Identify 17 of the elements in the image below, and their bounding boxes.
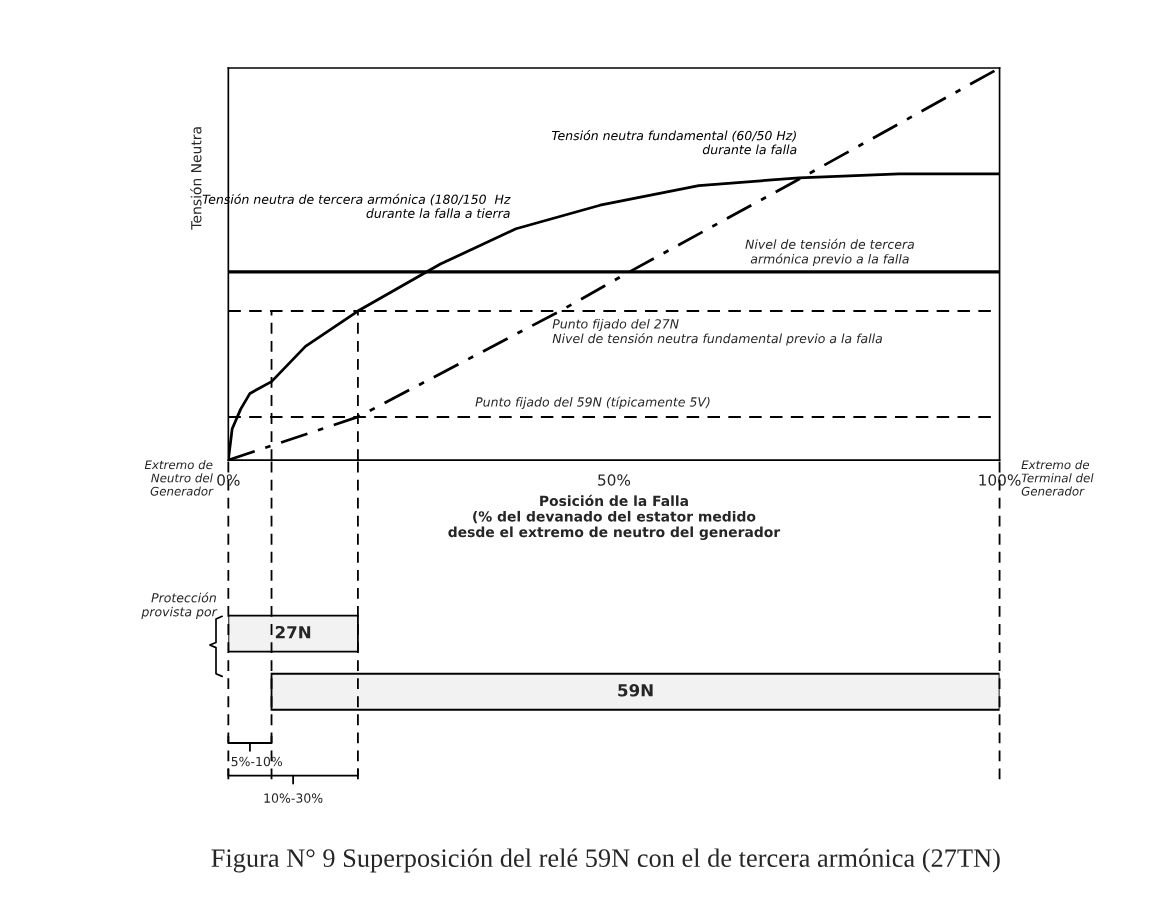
- x-tick-label: 100%: [979, 474, 1021, 486]
- y-tick-label: 59N: [618, 684, 653, 697]
- y-tick-label: 27N: [275, 625, 311, 639]
- ref-line-label: Punto fijado del 59N (típicamente 5V): [475, 396, 710, 410]
- text: Figura N° 9 Superposición del relé 59N con el de tercera armónica (27TN): [211, 848, 1000, 873]
- text: Protección provista por: [141, 592, 218, 619]
- ref-line-label: Punto fijado del 27N Nivel de tensión neutra fundamental previo a la falla: [552, 318, 882, 346]
- text: Extremo de Neutro del Generador: [144, 460, 214, 496]
- x-axis-title: Posición de la Falla (% del devanado del estator medido desde el extremo de neutro del generador: [448, 494, 781, 540]
- y-axis-title: Tensión Neutra: [190, 127, 202, 230]
- x-tick-label: 0%: [217, 474, 240, 486]
- text: 10%-30%: [264, 793, 323, 803]
- x-tick-label: 50%: [598, 474, 631, 486]
- series-label: Tensión neutra fundamental (60/50 Hz) durante la falla: [551, 130, 797, 155]
- text: Extremo de Terminal del Generador: [1021, 460, 1094, 496]
- ref-line-label: Nivel de tensión de tercera armónica previo a la falla: [745, 238, 914, 266]
- text: 5%-10%: [231, 756, 283, 767]
